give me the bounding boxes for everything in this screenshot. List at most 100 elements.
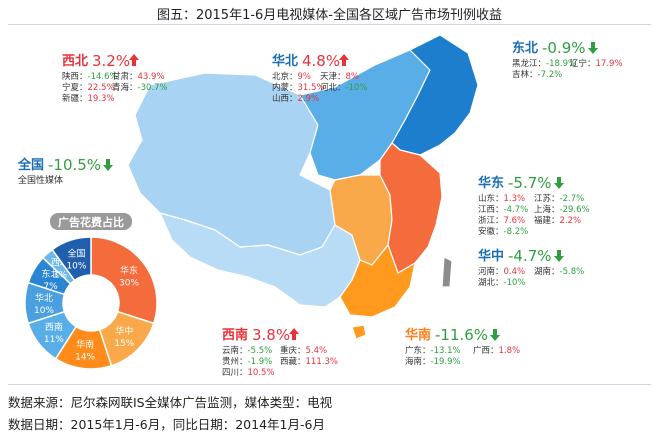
province-value: 内蒙：31.5% bbox=[272, 82, 325, 93]
pie-value-central: 15% bbox=[114, 339, 134, 349]
pie-value-national: 10% bbox=[66, 261, 86, 271]
pie-label-south: 华南 bbox=[76, 339, 94, 351]
data-date-note: 数据日期：2015年1月-6月，同比日期：2014年1月-6月 bbox=[8, 417, 325, 432]
province-value: 辽宁：17.9% bbox=[570, 58, 623, 69]
region-label-northwest: 西北 3.2%陕西：-14.6%甘肃：43.9%宁夏：22.5%青海：-30.7%… bbox=[62, 52, 168, 104]
province-value: 河北：-10% bbox=[320, 82, 367, 93]
province-value: 浙江：7.6% bbox=[478, 215, 525, 226]
region-change-south: -11.6% bbox=[435, 326, 488, 344]
region-change-national: -10.5% bbox=[48, 156, 101, 174]
province-value: 黑龙江：-18.9% bbox=[512, 58, 576, 69]
province-value: 陕西：-14.6% bbox=[62, 71, 118, 82]
province-value: 福建：2.2% bbox=[534, 215, 581, 226]
arrow-down-icon bbox=[588, 42, 598, 54]
province-value: 青海：-30.7% bbox=[112, 82, 168, 93]
region-name-northwest: 西北 bbox=[62, 54, 88, 69]
arrow-down-icon bbox=[103, 159, 113, 171]
pie-slice-east bbox=[90, 236, 158, 325]
province-value: 北京：9% bbox=[272, 71, 311, 82]
arrow-down-icon bbox=[554, 250, 564, 262]
region-label-east: 华东 -5.7%山东：1.3% 江苏：-2.7% 江西：-4.7% 上海：-29.6% 浙… bbox=[478, 174, 590, 237]
map-hainan-island bbox=[351, 324, 367, 340]
province-value: 上海：-29.6% bbox=[534, 204, 590, 215]
pie-value-northeast: 7% bbox=[43, 282, 58, 292]
china-map bbox=[127, 34, 479, 340]
pie-value-east: 30% bbox=[119, 278, 139, 288]
map-region-south bbox=[339, 244, 416, 318]
pie-title-badge bbox=[50, 213, 132, 230]
china-region-map: 西北 3.2%陕西：-14.6%甘肃：43.9%宁夏：22.5%青海：-30.7%… bbox=[17, 34, 623, 378]
pie-label-national: 全国 bbox=[67, 247, 85, 259]
footer-divider bbox=[8, 384, 651, 385]
province-value: 安徽：-8.2% bbox=[478, 226, 528, 237]
province-value: 江苏：-2.7% bbox=[534, 193, 584, 204]
region-change-northwest: 3.2% bbox=[92, 52, 130, 70]
province-value: 西藏：111.3% bbox=[280, 356, 338, 367]
province-value: 四川：10.5% bbox=[222, 368, 275, 378]
arrow-down-icon bbox=[554, 177, 564, 189]
region-name-south: 华南 bbox=[405, 327, 431, 343]
province-value: 广西：1.8% bbox=[473, 345, 520, 356]
province-value: 吉林：-7.2% bbox=[512, 69, 562, 80]
pie-value-north: 10% bbox=[34, 306, 54, 316]
region-name-southwest: 西南 bbox=[222, 327, 248, 343]
region-label-national: 全国 -10.5%全国性媒体 bbox=[17, 156, 113, 186]
region-label-north: 华北 4.8%北京：9% 天津：8%内蒙：31.5%河北：-10%山西：2.9% bbox=[272, 52, 367, 104]
title-divider bbox=[8, 24, 651, 25]
province-value: 山西：2.9% bbox=[272, 93, 319, 104]
pie-value-south: 14% bbox=[75, 353, 95, 363]
pie-label-southwest: 西南 bbox=[45, 321, 63, 333]
province-value: 山东：1.3% bbox=[478, 193, 525, 204]
pie-value-northwest: 3% bbox=[53, 271, 68, 281]
arrow-up-icon bbox=[129, 54, 139, 66]
province-value: 重庆：5.4% bbox=[280, 345, 327, 356]
province-value: 广东：-13.1% bbox=[405, 345, 461, 356]
province-value: 甘肃：43.9% bbox=[112, 71, 165, 82]
province-value: 湖北：-10% bbox=[478, 278, 525, 288]
pie-label-central: 华中 bbox=[115, 325, 133, 337]
map-region-east bbox=[379, 142, 443, 274]
pie-value-southwest: 11% bbox=[44, 335, 64, 345]
region-name-north: 华北 bbox=[272, 53, 298, 69]
region-label-south: 华南 -11.6%广东：-13.1% 广西：1.8% 海南：-19.9% bbox=[405, 326, 520, 367]
map-figure: 西北 3.2% 陕西：-14.6% 甘肃：43.9% 宁夏：22.5% 青海：-30.7%… bbox=[0, 25, 659, 383]
pie-label-north: 华北 bbox=[35, 292, 53, 304]
province-value: 天津：8% bbox=[320, 71, 359, 82]
region-note-national: 全国性媒体 bbox=[18, 174, 63, 186]
chart-title: 图五：2015年1-6月电视媒体-全国各区域广告市场刊例收益 bbox=[156, 8, 502, 23]
region-change-north: 4.8% bbox=[302, 52, 340, 70]
arrow-down-icon bbox=[490, 329, 500, 341]
region-label-central: 华中 -4.7%河南：0.4% 湖南：-5.8% 湖北：-10% bbox=[478, 247, 584, 288]
region-change-northeast: -0.9% bbox=[542, 39, 586, 57]
province-value: 河南：0.4% bbox=[478, 266, 525, 277]
pie-label-east: 华东 bbox=[120, 264, 138, 276]
pie-label-northwest: 西北 bbox=[51, 258, 69, 269]
province-value: 海南：-19.9% bbox=[405, 356, 461, 367]
arrow-up-icon bbox=[339, 54, 349, 66]
pie-slice-national bbox=[51, 236, 92, 282]
map-region-northeast bbox=[391, 34, 479, 156]
province-value: 新疆：19.3% bbox=[62, 93, 115, 104]
pie-title: 广告花费占比 bbox=[58, 215, 124, 229]
province-value: 江西：-4.7% bbox=[478, 205, 528, 215]
region-name-east: 华东 bbox=[478, 175, 504, 191]
region-name-northeast: 东北 bbox=[512, 40, 538, 56]
region-change-east: -5.7% bbox=[508, 174, 552, 192]
region-name-central: 华中 bbox=[478, 248, 504, 264]
province-value: 湖南：-5.8% bbox=[534, 266, 584, 277]
region-name-national: 全国 bbox=[17, 157, 44, 173]
province-value: 贵州：-1.9% bbox=[222, 356, 272, 367]
map-taiwan-island bbox=[441, 256, 453, 288]
region-labels: 西北 3.2%陕西：-14.6%甘肃：43.9%宁夏：22.5%青海：-30.7%… bbox=[17, 39, 623, 378]
arrow-up-icon bbox=[289, 328, 299, 340]
region-change-central: -4.7% bbox=[508, 247, 552, 265]
region-change-southwest: 3.8% bbox=[252, 326, 290, 344]
region-label-northeast: 东北 -0.9%黑龙江：-18.9%辽宁：17.9% 吉林：-7.2% bbox=[512, 39, 623, 80]
region-label-southwest: 西南 3.8%云南：-5.5% 重庆：5.4% 贵州：-1.9% 西藏：111.3% 四川… bbox=[222, 326, 338, 378]
pie-label-northeast: 东北 bbox=[42, 268, 60, 280]
province-value: 云南：-5.5% bbox=[222, 345, 272, 356]
data-source-note: 数据来源：尼尔森网联IS全媒体广告监测，媒体类型：电视 bbox=[8, 395, 333, 410]
province-value: 宁夏：22.5% bbox=[62, 82, 115, 93]
